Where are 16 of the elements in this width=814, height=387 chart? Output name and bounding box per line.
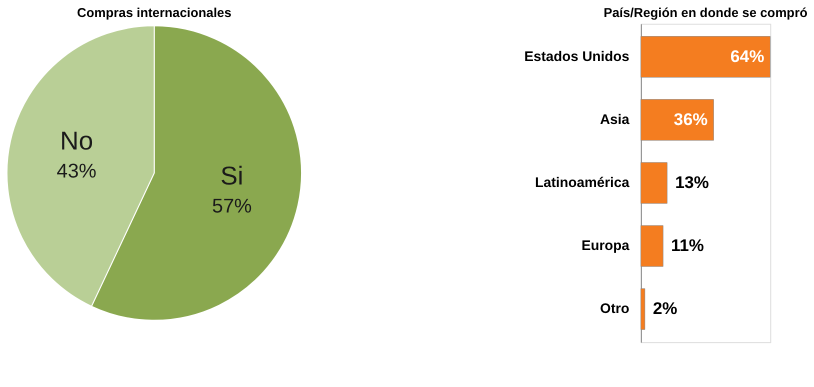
slice-label: Si <box>220 162 244 190</box>
data-label: 11% <box>671 236 704 255</box>
data-label: 43% <box>56 160 96 183</box>
data-label: 64% <box>730 46 764 66</box>
data-label: 57% <box>212 195 252 218</box>
y-tick-label: Asia <box>600 110 630 127</box>
chart-title: Compras internacionales <box>77 4 232 20</box>
slice-label: No <box>60 128 94 156</box>
y-tick-label: Europa <box>581 236 630 253</box>
y-tick-label: Otro <box>600 300 630 316</box>
data-label: 2% <box>652 299 678 318</box>
data-label: 13% <box>675 172 709 192</box>
y-tick-label: Latinoamérica <box>535 174 630 190</box>
data-label: 36% <box>674 110 708 129</box>
y-tick-label: Estados Unidos <box>524 48 630 64</box>
chart-title: País/Región en donde se compró <box>604 4 808 20</box>
